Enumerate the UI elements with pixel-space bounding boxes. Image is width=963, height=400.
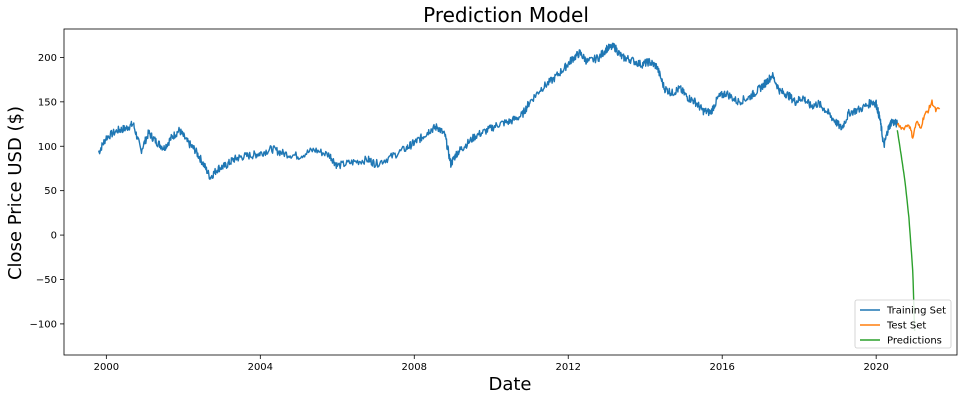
y-tick-label: 0: [51, 231, 57, 242]
x-tick-label: 2004: [248, 362, 273, 373]
x-tick-label: 2016: [709, 362, 734, 373]
y-axis-label: Close Price USD ($): [5, 106, 26, 280]
series-line-test-set: [896, 99, 941, 139]
x-tick-label: 2012: [556, 362, 581, 373]
y-axis-ticks: 200 150 100 50 0 −50 −100: [30, 53, 64, 330]
x-tick-label: 2008: [402, 362, 427, 373]
x-tick-label: 2020: [863, 362, 888, 373]
legend: Training Set Test Set Predictions: [854, 299, 952, 349]
legend-label-predictions: Predictions: [887, 336, 942, 347]
legend-label-training-set: Training Set: [886, 306, 946, 317]
x-axis-label: Date: [488, 374, 531, 395]
y-tick-label: 50: [44, 186, 57, 197]
x-axis-ticks: 2000 2004 2008 2012 2016 2020: [94, 355, 889, 373]
series-line-training-set: [97, 42, 898, 180]
y-tick-label: 200: [38, 53, 57, 64]
x-tick-label: 2000: [94, 362, 119, 373]
y-tick-label: 150: [38, 97, 57, 108]
legend-label-test-set: Test Set: [886, 321, 926, 332]
y-tick-label: −50: [36, 275, 57, 286]
series-line-predictions: [896, 130, 916, 332]
legend-box: [854, 299, 952, 349]
series-layer: [97, 42, 941, 332]
y-tick-label: −100: [30, 319, 57, 330]
chart-title: Prediction Model: [423, 3, 589, 27]
y-tick-label: 100: [38, 142, 57, 153]
plot-frame: [63, 28, 958, 356]
